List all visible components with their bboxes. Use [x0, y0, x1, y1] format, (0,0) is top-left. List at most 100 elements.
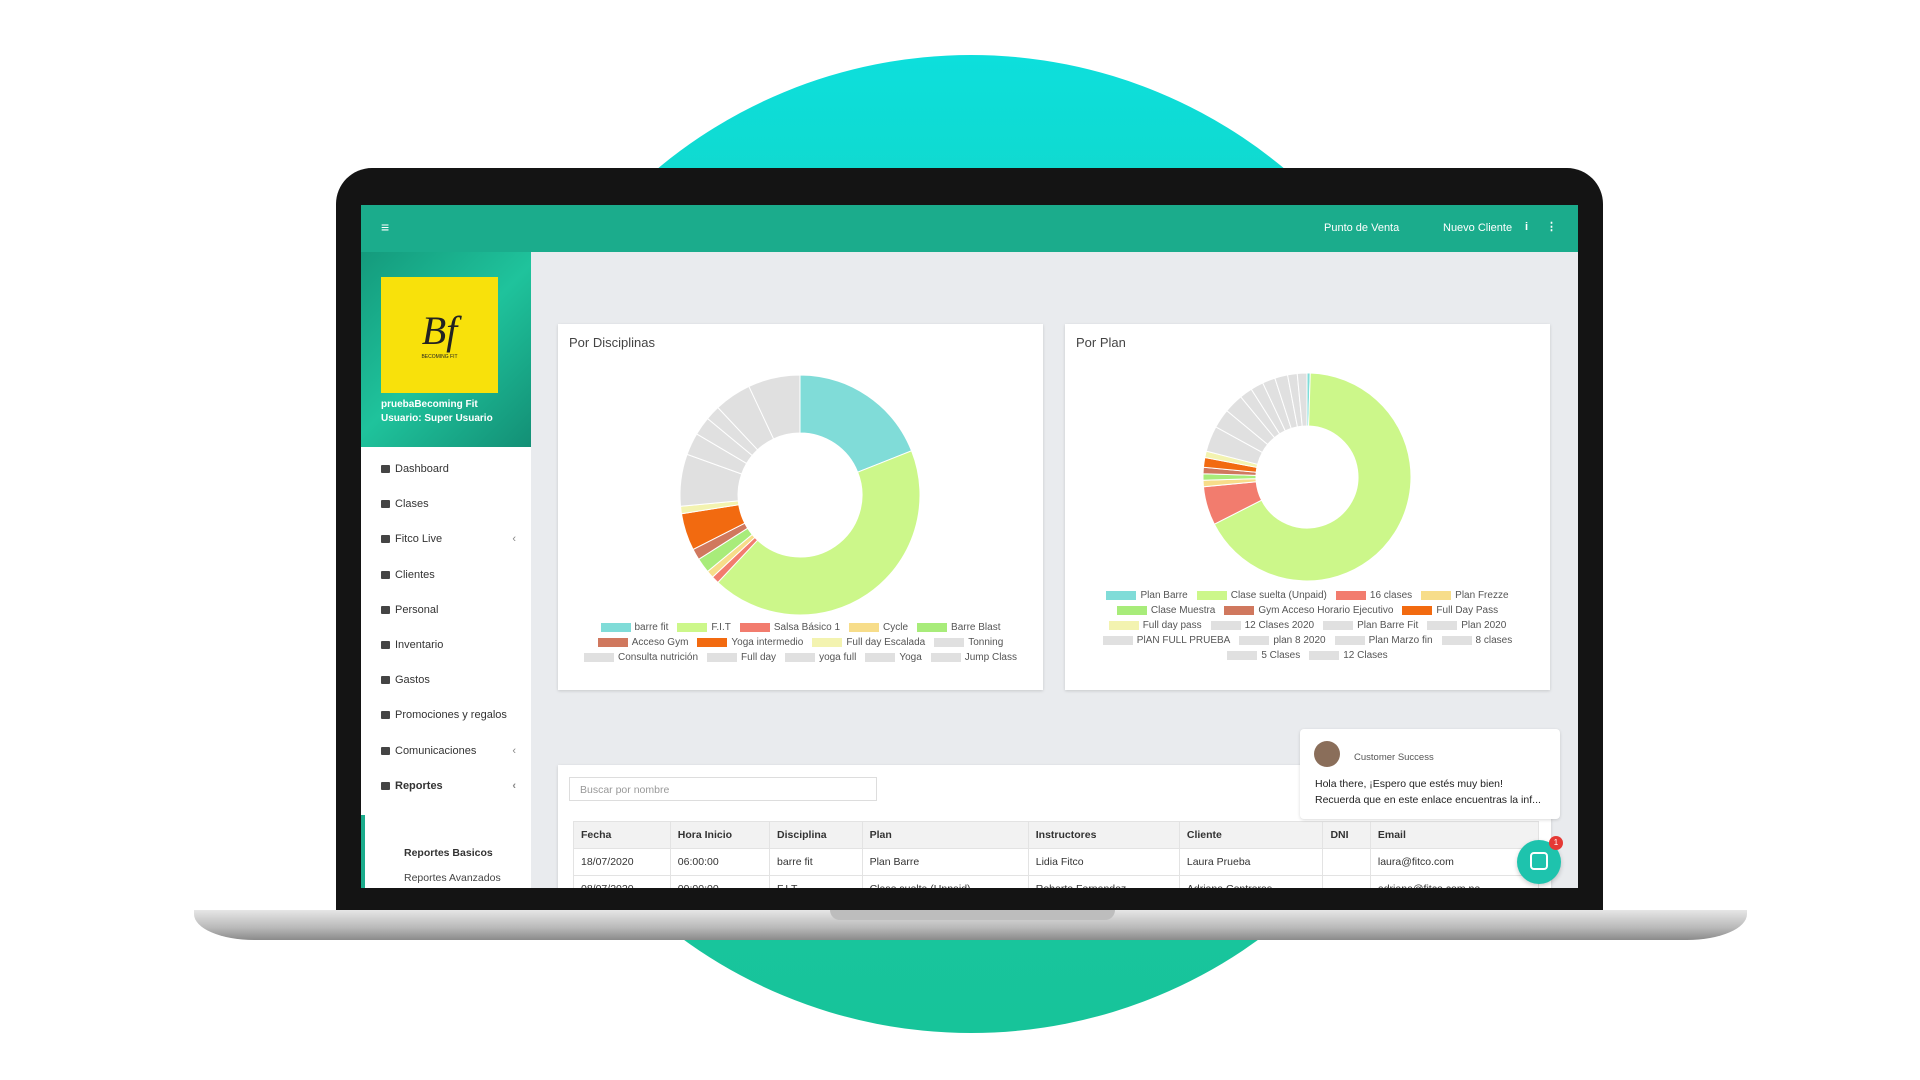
legend-swatch: [1427, 621, 1458, 630]
table-cell: Adriana Contreras: [1178, 875, 1324, 888]
menu-label: Gastos: [395, 674, 430, 687]
legend-label: Plan 2020: [1461, 620, 1507, 631]
legend-swatch: [1102, 636, 1133, 645]
legend-swatch: [865, 653, 896, 662]
chat-popup[interactable]: Customer Success Hola there, ¡Espero que…: [1300, 729, 1560, 819]
legend-item: Full day Escalada: [812, 637, 925, 648]
submenu-item[interactable]: Reportes Basicos: [404, 847, 493, 859]
legend-label: Gym Acceso Horario Ejecutivo: [1258, 605, 1394, 616]
legend-swatch: [1108, 621, 1139, 630]
legend-label: 12 Clases 2020: [1244, 620, 1315, 631]
legend-item: 12 Clases: [1309, 650, 1388, 661]
active-indicator: [361, 815, 365, 888]
sidebar-header: Bf BECOMING FIT pruebaBecoming Fit Usuar…: [361, 252, 531, 447]
menu-label: Inventario: [395, 639, 444, 651]
legend-swatch: [934, 638, 965, 647]
legend-label: Full day: [741, 652, 777, 663]
menu-icon: [381, 711, 390, 720]
table-cell: barre fit: [769, 848, 863, 876]
menu-label: Promociones y regalos: [395, 709, 507, 722]
legend-swatch: [1309, 651, 1340, 660]
legend-swatch: [739, 623, 770, 632]
donut-segment: [748, 374, 801, 440]
table-cell: [1322, 875, 1371, 888]
column-header: Plan: [861, 821, 1029, 849]
logo-sub: BECOMING FIT: [421, 354, 458, 360]
legend-item: Gym Acceso Horario Ejecutivo: [1224, 605, 1393, 616]
legend-swatch: [785, 653, 816, 662]
menu-icon: [381, 465, 390, 473]
legend-item: barre fit: [600, 622, 669, 633]
donut-segment: [1296, 372, 1308, 427]
legend-item: PlAN FULL PRUEBA: [1102, 635, 1231, 646]
legend-swatch: [1335, 591, 1366, 600]
legend-label: Consulta nutrición: [618, 652, 699, 663]
legend-label: barre fit: [634, 622, 669, 633]
legend-label: Full day pass: [1142, 620, 1202, 631]
legend-label: plan 8 2020: [1273, 635, 1326, 646]
legend-label: Tonning: [968, 637, 1004, 648]
chat-button[interactable]: 1: [1517, 836, 1563, 884]
menu-item[interactable]: Comunicaciones ‹: [381, 745, 516, 757]
menu-item[interactable]: Fitco Live ‹: [381, 533, 516, 545]
legend-item: 8 clases: [1441, 635, 1513, 646]
legend-item: plan 8 2020: [1239, 635, 1326, 646]
menu-item[interactable]: Gastos: [381, 674, 516, 686]
menu-label: Fitco Live: [395, 533, 443, 546]
legend-swatch: [1334, 636, 1365, 645]
menu-item[interactable]: Personal: [381, 604, 516, 616]
menu-item[interactable]: Dashboard: [381, 463, 516, 475]
legend-item: Jump Class: [930, 652, 1017, 663]
menu-item[interactable]: Clases: [381, 498, 516, 510]
menu-icon: [381, 535, 390, 544]
more-icon[interactable]: ⋮: [1546, 221, 1557, 233]
search-input[interactable]: Buscar por nombre: [569, 777, 877, 801]
legend-swatch: [697, 638, 728, 647]
table-row: 18/07/2020 06:00:00 barre fit Plan Barre Lid…: [573, 848, 1540, 876]
action-client[interactable]: Nuevo Cliente: [1443, 222, 1513, 234]
table-cell: laura@fitco.com: [1369, 848, 1540, 876]
column-header: Cliente: [1178, 821, 1324, 849]
submenu-item[interactable]: Reportes Avanzados: [404, 871, 501, 884]
legend-swatch: [1323, 621, 1354, 630]
menu-toggle[interactable]: ≡: [381, 219, 390, 235]
donut-chart: [679, 374, 921, 616]
legend-label: 12 Clases: [1343, 650, 1388, 661]
legend-swatch: [1227, 651, 1258, 660]
menu-item[interactable]: Clientes: [381, 569, 516, 581]
chart-card: Por Plan Plan Barre Clase suelta (Unpaid)…: [1065, 324, 1550, 690]
user-role: Usuario: Super Usuario: [381, 413, 493, 424]
table-cell: Clase suelta (Unpaid): [861, 875, 1029, 888]
legend-swatch: [812, 638, 843, 647]
menu-label: Clases: [395, 498, 429, 511]
menu-item[interactable]: Promociones y regalos: [381, 709, 516, 721]
action-pos[interactable]: Punto de Venta: [1324, 222, 1400, 234]
legend-swatch: [600, 623, 631, 632]
legend-item: Plan Barre Fit: [1323, 620, 1418, 631]
table-card: Buscar por nombre Fecha Hora Inicio Discip…: [558, 765, 1551, 888]
menu-item[interactable]: Reportes ‹: [381, 780, 516, 792]
legend-swatch: [1210, 621, 1241, 630]
chat-badge: 1: [1549, 836, 1563, 850]
menu-label: Comunicaciones: [395, 744, 477, 757]
legend-swatch: [1224, 606, 1255, 615]
menu-item[interactable]: Inventario: [381, 639, 516, 651]
sidebar: Bf BECOMING FIT pruebaBecoming Fit Usuar…: [361, 252, 531, 888]
legend-label: 5 Clases: [1261, 650, 1301, 661]
menu-icon: [381, 676, 390, 685]
legend-label: 8 clases: [1475, 635, 1513, 646]
legend-swatch: [1421, 591, 1452, 600]
legend-item: Plan 2020: [1427, 620, 1506, 631]
legend-label: Plan Barre Fit: [1357, 620, 1419, 631]
legend-label: PlAN FULL PRUEBA: [1136, 635, 1231, 646]
legend-label: Cycle: [883, 622, 909, 633]
info-icon[interactable]: i: [1525, 221, 1529, 233]
screen: ≡ Punto de Venta Nuevo Cliente i ⋮ Bf BE…: [361, 205, 1578, 888]
legend-item: 12 Clases 2020: [1210, 620, 1315, 631]
table-cell: 18/07/2020: [573, 848, 671, 876]
legend-label: Salsa Básico 1: [773, 622, 841, 633]
legend-item: F.I.T: [677, 622, 731, 633]
legend-item: Full Day Pass: [1402, 605, 1498, 616]
legend-swatch: [1402, 606, 1433, 615]
menu-icon: [381, 500, 390, 509]
